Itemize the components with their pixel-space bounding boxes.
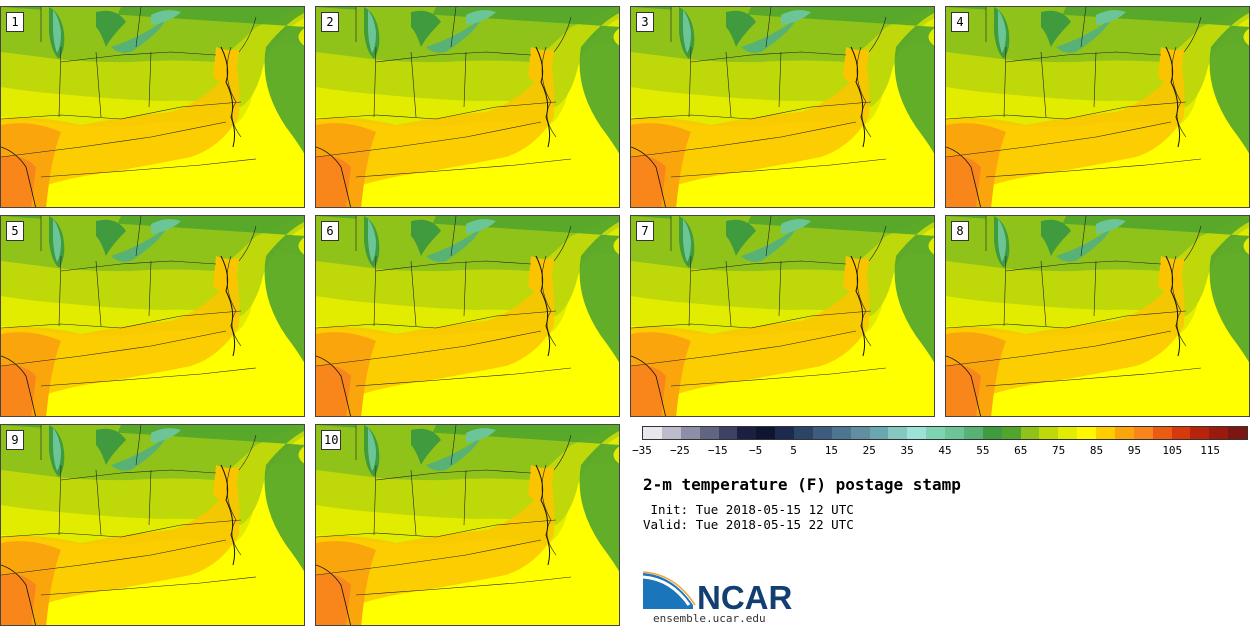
colorbar-swatch	[1171, 427, 1191, 439]
ensemble-member-panel[interactable]: 7	[630, 215, 935, 417]
colorbar-swatch	[794, 427, 813, 439]
member-number-label: 5	[6, 221, 24, 241]
member-number-label: 3	[636, 12, 654, 32]
temperature-map	[631, 7, 934, 207]
colorbar-swatch	[680, 427, 700, 439]
colorbar-tick-label: −5	[749, 444, 763, 457]
colorbar-tick-label: −15	[707, 444, 728, 457]
colorbar-swatch	[907, 427, 927, 439]
ensemble-member-panel[interactable]: 4	[945, 6, 1250, 208]
ensemble-member-panel[interactable]: 6	[315, 215, 620, 417]
colorbar-swatch	[756, 427, 776, 439]
colorbar-swatch	[1190, 427, 1210, 439]
colorbar-swatch	[775, 427, 794, 439]
colorbar-tick-label: 65	[1014, 444, 1028, 457]
colorbar-swatch	[1077, 427, 1096, 439]
temperature-map	[946, 7, 1249, 207]
member-number-label: 8	[951, 221, 969, 241]
colorbar-tick-label: −35	[632, 444, 652, 457]
member-number-label: 4	[951, 12, 969, 32]
colorbar-swatch	[1039, 427, 1059, 439]
colorbar-swatch	[1114, 427, 1134, 439]
colorbar-tick-label: 45	[938, 444, 952, 457]
colorbar-tick-label: 25	[862, 444, 876, 457]
colorbar-swatch	[643, 427, 662, 439]
colorbar-tick-label: −25	[669, 444, 690, 457]
colorbar-swatch	[661, 427, 681, 439]
ncar-logo-text: NCAR	[697, 579, 792, 613]
valid-value: Tue 2018-05-15 22 UTC	[695, 517, 854, 532]
colorbar-swatch	[982, 427, 1002, 439]
colorbar-swatch	[1058, 427, 1078, 439]
colorbar-tick-label: 85	[1089, 444, 1104, 457]
colorbar-swatch	[926, 427, 945, 439]
temperature-map	[316, 7, 619, 207]
temperature-map	[1, 425, 304, 625]
colorbar-swatch	[699, 427, 719, 439]
colorbar-swatch	[737, 427, 757, 439]
ensemble-member-panel[interactable]: 5	[0, 215, 305, 417]
colorbar-swatch	[1209, 427, 1229, 439]
member-number-label: 10	[321, 430, 342, 450]
valid-time: Valid: Tue 2018-05-15 22 UTC	[643, 517, 854, 532]
valid-label: Valid:	[643, 517, 689, 532]
colorbar-tick-label: 15	[824, 444, 838, 457]
temperature-map	[316, 425, 619, 625]
colorbar-tick-label: 105	[1162, 444, 1183, 457]
colorbar-swatch	[1152, 427, 1172, 439]
colorbar-tick-label: 115	[1200, 444, 1221, 457]
colorbar-swatch	[869, 427, 889, 439]
member-number-label: 6	[321, 221, 339, 241]
colorbar-swatch	[1133, 427, 1153, 439]
colorbar-swatch	[945, 427, 964, 439]
colorbar-tick-label: 35	[900, 444, 914, 457]
member-number-label: 9	[6, 430, 24, 450]
colorbar-swatch	[812, 427, 832, 439]
temperature-map	[316, 216, 619, 416]
ncar-logo: NCAR	[643, 571, 792, 613]
temperature-map	[1, 7, 304, 207]
member-number-label: 1	[6, 12, 24, 32]
colorbar-swatch	[1228, 427, 1247, 439]
colorbar-swatch	[850, 427, 870, 439]
colorbar-swatch	[963, 427, 983, 439]
init-time: Init: Tue 2018-05-15 12 UTC	[643, 502, 854, 517]
ensemble-member-panel[interactable]: 1	[0, 6, 305, 208]
colorbar-swatch	[831, 427, 851, 439]
temperature-map	[946, 216, 1249, 416]
member-number-label: 7	[636, 221, 654, 241]
colorbar-tick-label: 55	[976, 444, 990, 457]
member-number-label: 2	[321, 12, 339, 32]
ensemble-member-panel[interactable]: 10	[315, 424, 620, 626]
temperature-colorbar	[642, 426, 1248, 440]
colorbar-tick-label: 75	[1052, 444, 1066, 457]
ensemble-member-panel[interactable]: 3	[630, 6, 935, 208]
chart-title: 2-m temperature (F) postage stamp	[643, 475, 961, 494]
ensemble-member-panel[interactable]: 9	[0, 424, 305, 626]
colorbar-swatch	[1020, 427, 1040, 439]
init-label: Init:	[650, 502, 689, 517]
temperature-map	[1, 216, 304, 416]
colorbar-swatch	[1096, 427, 1115, 439]
colorbar-swatch	[718, 427, 738, 439]
site-url: ensemble.ucar.edu	[653, 612, 766, 625]
colorbar-tick-label: 5	[790, 444, 797, 457]
colorbar-swatch	[888, 427, 908, 439]
colorbar-tick-labels: −35 −25 −15 −5 5 15 25 35 45 55 65 75 85 95 105 115	[632, 444, 1248, 458]
temperature-map	[631, 216, 934, 416]
ensemble-member-panel[interactable]: 2	[315, 6, 620, 208]
ensemble-member-panel[interactable]: 8	[945, 215, 1250, 417]
init-value: Tue 2018-05-15 12 UTC	[695, 502, 854, 517]
colorbar-tick-label: 95	[1127, 444, 1141, 457]
colorbar-swatch	[1001, 427, 1021, 439]
